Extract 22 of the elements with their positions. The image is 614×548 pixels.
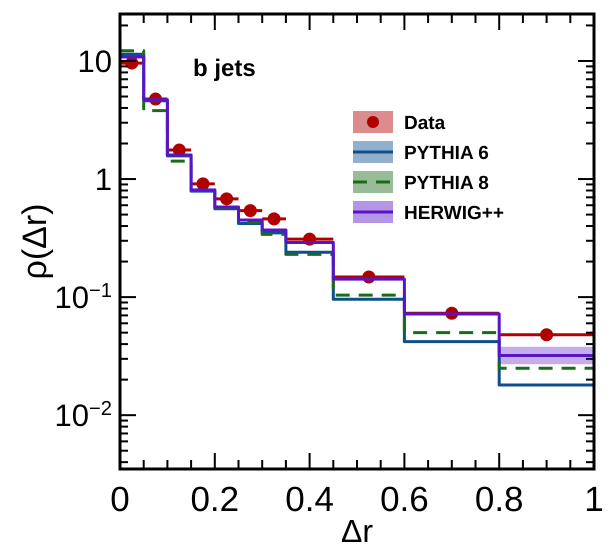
point (540, 328, 554, 342)
y-tick-label: 10 (78, 44, 112, 79)
legend-label: PYTHIA 8 (404, 173, 489, 194)
x-tick-label: 0.4 (285, 480, 334, 519)
x-tick-label: 0 (110, 480, 130, 519)
point (220, 192, 234, 206)
y-axis-title: ρ(Δr) (16, 203, 54, 280)
legend-label: HERWIG++ (404, 203, 504, 224)
x-tick-label: 0.2 (190, 480, 240, 519)
point (268, 212, 281, 226)
y-tick-label: 1 (94, 162, 112, 198)
legend-label: Data (404, 113, 446, 134)
point (244, 204, 257, 218)
x-tick-label: 1 (584, 480, 604, 519)
legend-label: PYTHIA 6 (404, 143, 489, 164)
annotation: b jets (193, 55, 256, 82)
y-tick-label: 10$^{−1}$ (54, 280, 112, 316)
point (196, 177, 210, 190)
x-tick-label: 0.8 (474, 480, 524, 519)
x-tick-label: 0.6 (380, 480, 429, 519)
y-tick-label: 10$^{−2}$ (54, 398, 112, 434)
x-axis-title: Δr (340, 513, 374, 548)
